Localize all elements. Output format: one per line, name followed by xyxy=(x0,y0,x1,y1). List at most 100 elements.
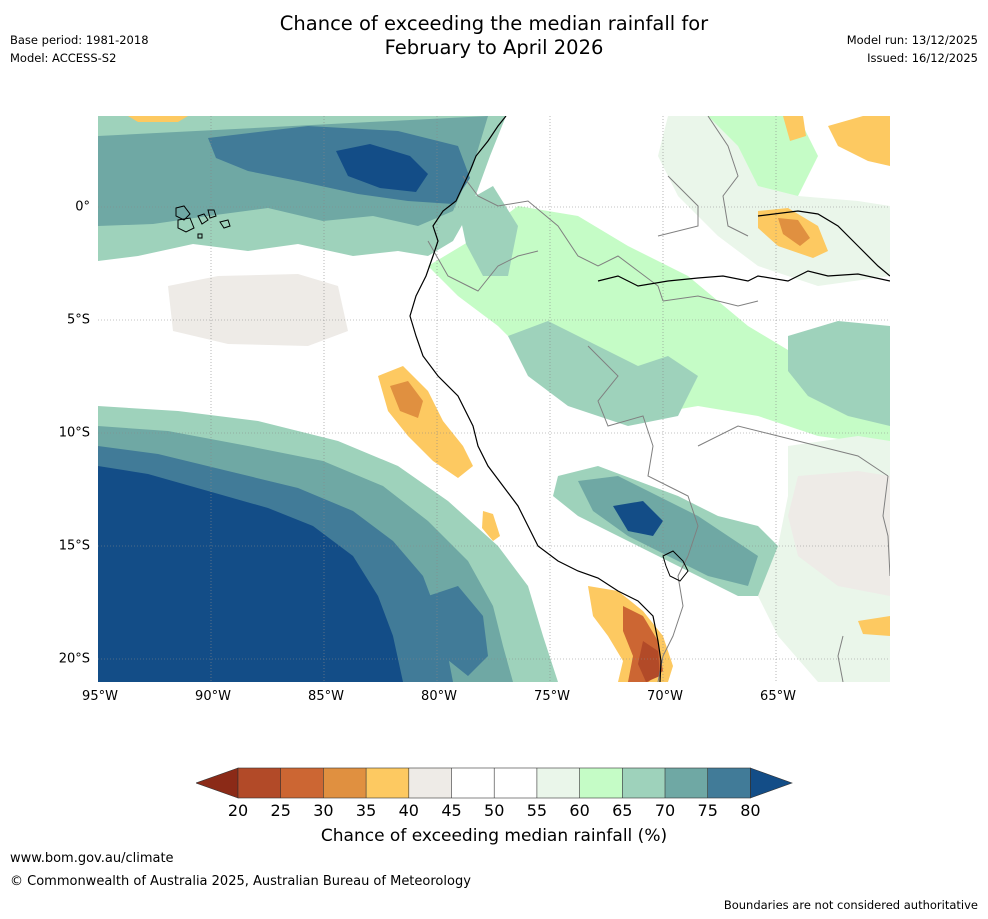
legend-tick-65: 65 xyxy=(612,801,633,820)
island-5 xyxy=(219,219,231,229)
zone-south-ocean-75-b xyxy=(428,586,488,676)
meta-right: Model run: 13/12/2025 Issued: 16/12/2025 xyxy=(847,31,978,67)
legend-tick-25: 25 xyxy=(270,801,291,820)
rainfall-map xyxy=(98,116,890,682)
lon-label-75w: 75°W xyxy=(534,689,570,704)
legend-title: Chance of exceeding median rainfall (%) xyxy=(320,826,668,846)
footer-copyright: © Commonwealth of Australia 2025, Austra… xyxy=(10,874,471,889)
zone-coast-35-central xyxy=(390,381,423,418)
coastline-north-amazon xyxy=(757,210,890,277)
border-colombia-venezuela xyxy=(707,116,749,237)
zone-land-65-east xyxy=(788,321,890,426)
zone-northeast-40-b xyxy=(828,116,890,166)
legend-arrow-high xyxy=(750,767,793,799)
legend-swatch-40-45 xyxy=(408,768,452,798)
coastline-pacific-south-america xyxy=(409,116,662,682)
meta-left: Base period: 1981-2018 Model: ACCESS-S2 xyxy=(10,31,149,67)
legend-swatch-30-35 xyxy=(323,768,367,798)
legend-tick-40: 40 xyxy=(398,801,419,820)
map-title: Chance of exceeding the median rainfall … xyxy=(0,12,988,60)
legend-tick-30: 30 xyxy=(313,801,334,820)
lake-titicaca xyxy=(662,550,689,582)
legend-swatch-35-40 xyxy=(366,768,409,798)
issued-text: Issued: 16/12/2025 xyxy=(867,51,978,65)
zone-southeast-45 xyxy=(788,471,890,596)
lon-label-90w: 90°W xyxy=(195,689,231,704)
zone-land-60-north xyxy=(428,206,890,446)
lon-label-70w: 70°W xyxy=(647,689,683,704)
model-text: Model: ACCESS-S2 xyxy=(10,51,117,65)
graticule xyxy=(98,116,890,682)
lon-label-65w: 65°W xyxy=(760,689,796,704)
zone-north-ocean-80 xyxy=(336,144,428,192)
galapagos-islands xyxy=(175,205,231,239)
title-line-2: February to April 2026 xyxy=(384,36,604,59)
legend-swatch-25-30 xyxy=(280,768,324,798)
base-period-text: Base period: 1981-2018 xyxy=(10,33,149,47)
zone-coast-40-small xyxy=(482,511,500,541)
lat-label-10s: 10°S xyxy=(58,425,90,441)
border-peru-bolivia xyxy=(657,555,689,682)
legend-tick-20: 20 xyxy=(227,801,249,820)
zone-southeast-40 xyxy=(858,616,890,636)
legend-swatch-65-70 xyxy=(622,768,665,798)
lon-label-95w: 95°W xyxy=(82,689,118,704)
zone-northeast-40-c xyxy=(783,116,806,141)
island-3 xyxy=(197,213,209,225)
legend-tick-75: 75 xyxy=(697,801,718,820)
island-4 xyxy=(207,209,217,219)
zone-ocean-45-halo xyxy=(168,274,348,346)
rainfall-map-svg xyxy=(98,116,890,682)
legend-swatch-75-80 xyxy=(707,768,751,798)
lat-label-20s: 20°S xyxy=(58,651,90,667)
legend-swatch-55-60 xyxy=(536,768,580,798)
title-line-1: Chance of exceeding the median rainfall … xyxy=(279,12,709,35)
zone-northeast-55 xyxy=(658,116,890,286)
legend-swatch-45-50 xyxy=(451,768,495,798)
border-bolivia-east xyxy=(882,475,890,577)
probability-zones xyxy=(98,116,890,682)
legend-swatch-60-65 xyxy=(579,768,623,798)
legend-swatch-20-25 xyxy=(238,768,281,798)
zone-south-land-70 xyxy=(578,476,758,586)
legend-arrow-low xyxy=(196,767,239,799)
border-bolivia-south xyxy=(837,635,844,682)
island-6 xyxy=(197,233,203,239)
border-bolivia-brazil xyxy=(697,425,889,477)
border-colombia-ecuador xyxy=(462,175,664,302)
border-colombia-brazil xyxy=(657,175,699,237)
legend-tick-55: 55 xyxy=(526,801,548,820)
legend-tick-35: 35 xyxy=(355,801,377,820)
lat-label-15s: 15°S xyxy=(58,538,90,554)
zone-south-land-80 xyxy=(613,501,663,536)
zone-south-ocean-80 xyxy=(98,466,403,682)
legend-dividers xyxy=(237,767,751,799)
color-legend xyxy=(196,767,793,799)
footer-boundary-note: Boundaries are not considered authoritat… xyxy=(723,898,978,912)
country-borders xyxy=(427,116,890,682)
zone-south-coast-25 xyxy=(638,641,660,682)
lon-label-85w: 85°W xyxy=(308,689,344,704)
legend-swatch-50-55 xyxy=(494,768,537,798)
legend-swatch-70-75 xyxy=(665,768,708,798)
footer-url-link[interactable]: www.bom.gov.au/climate xyxy=(10,851,174,866)
island-2 xyxy=(177,217,195,233)
zone-land-65-central xyxy=(508,321,698,426)
legend-tick-50: 50 xyxy=(484,801,505,820)
zone-land-65-north xyxy=(458,186,518,276)
lon-label-80w: 80°W xyxy=(421,689,457,704)
legend-tick-45: 45 xyxy=(441,801,462,820)
legend-tick-70: 70 xyxy=(654,801,676,820)
river-amazon xyxy=(597,270,890,287)
island-1 xyxy=(175,205,191,221)
lake-titicaca-outline xyxy=(662,550,689,582)
border-peru-brazil-north xyxy=(662,295,759,307)
legend-tick-80: 80 xyxy=(740,801,761,820)
lat-label-5s: 5°S xyxy=(66,312,90,328)
model-run-text: Model run: 13/12/2025 xyxy=(846,33,978,47)
border-ecuador-peru xyxy=(427,240,539,292)
zone-northeast-35-a xyxy=(778,218,810,246)
legend-tick-60: 60 xyxy=(569,801,590,820)
lat-label-0: 0° xyxy=(75,199,90,215)
border-peru-brazil xyxy=(587,345,699,557)
